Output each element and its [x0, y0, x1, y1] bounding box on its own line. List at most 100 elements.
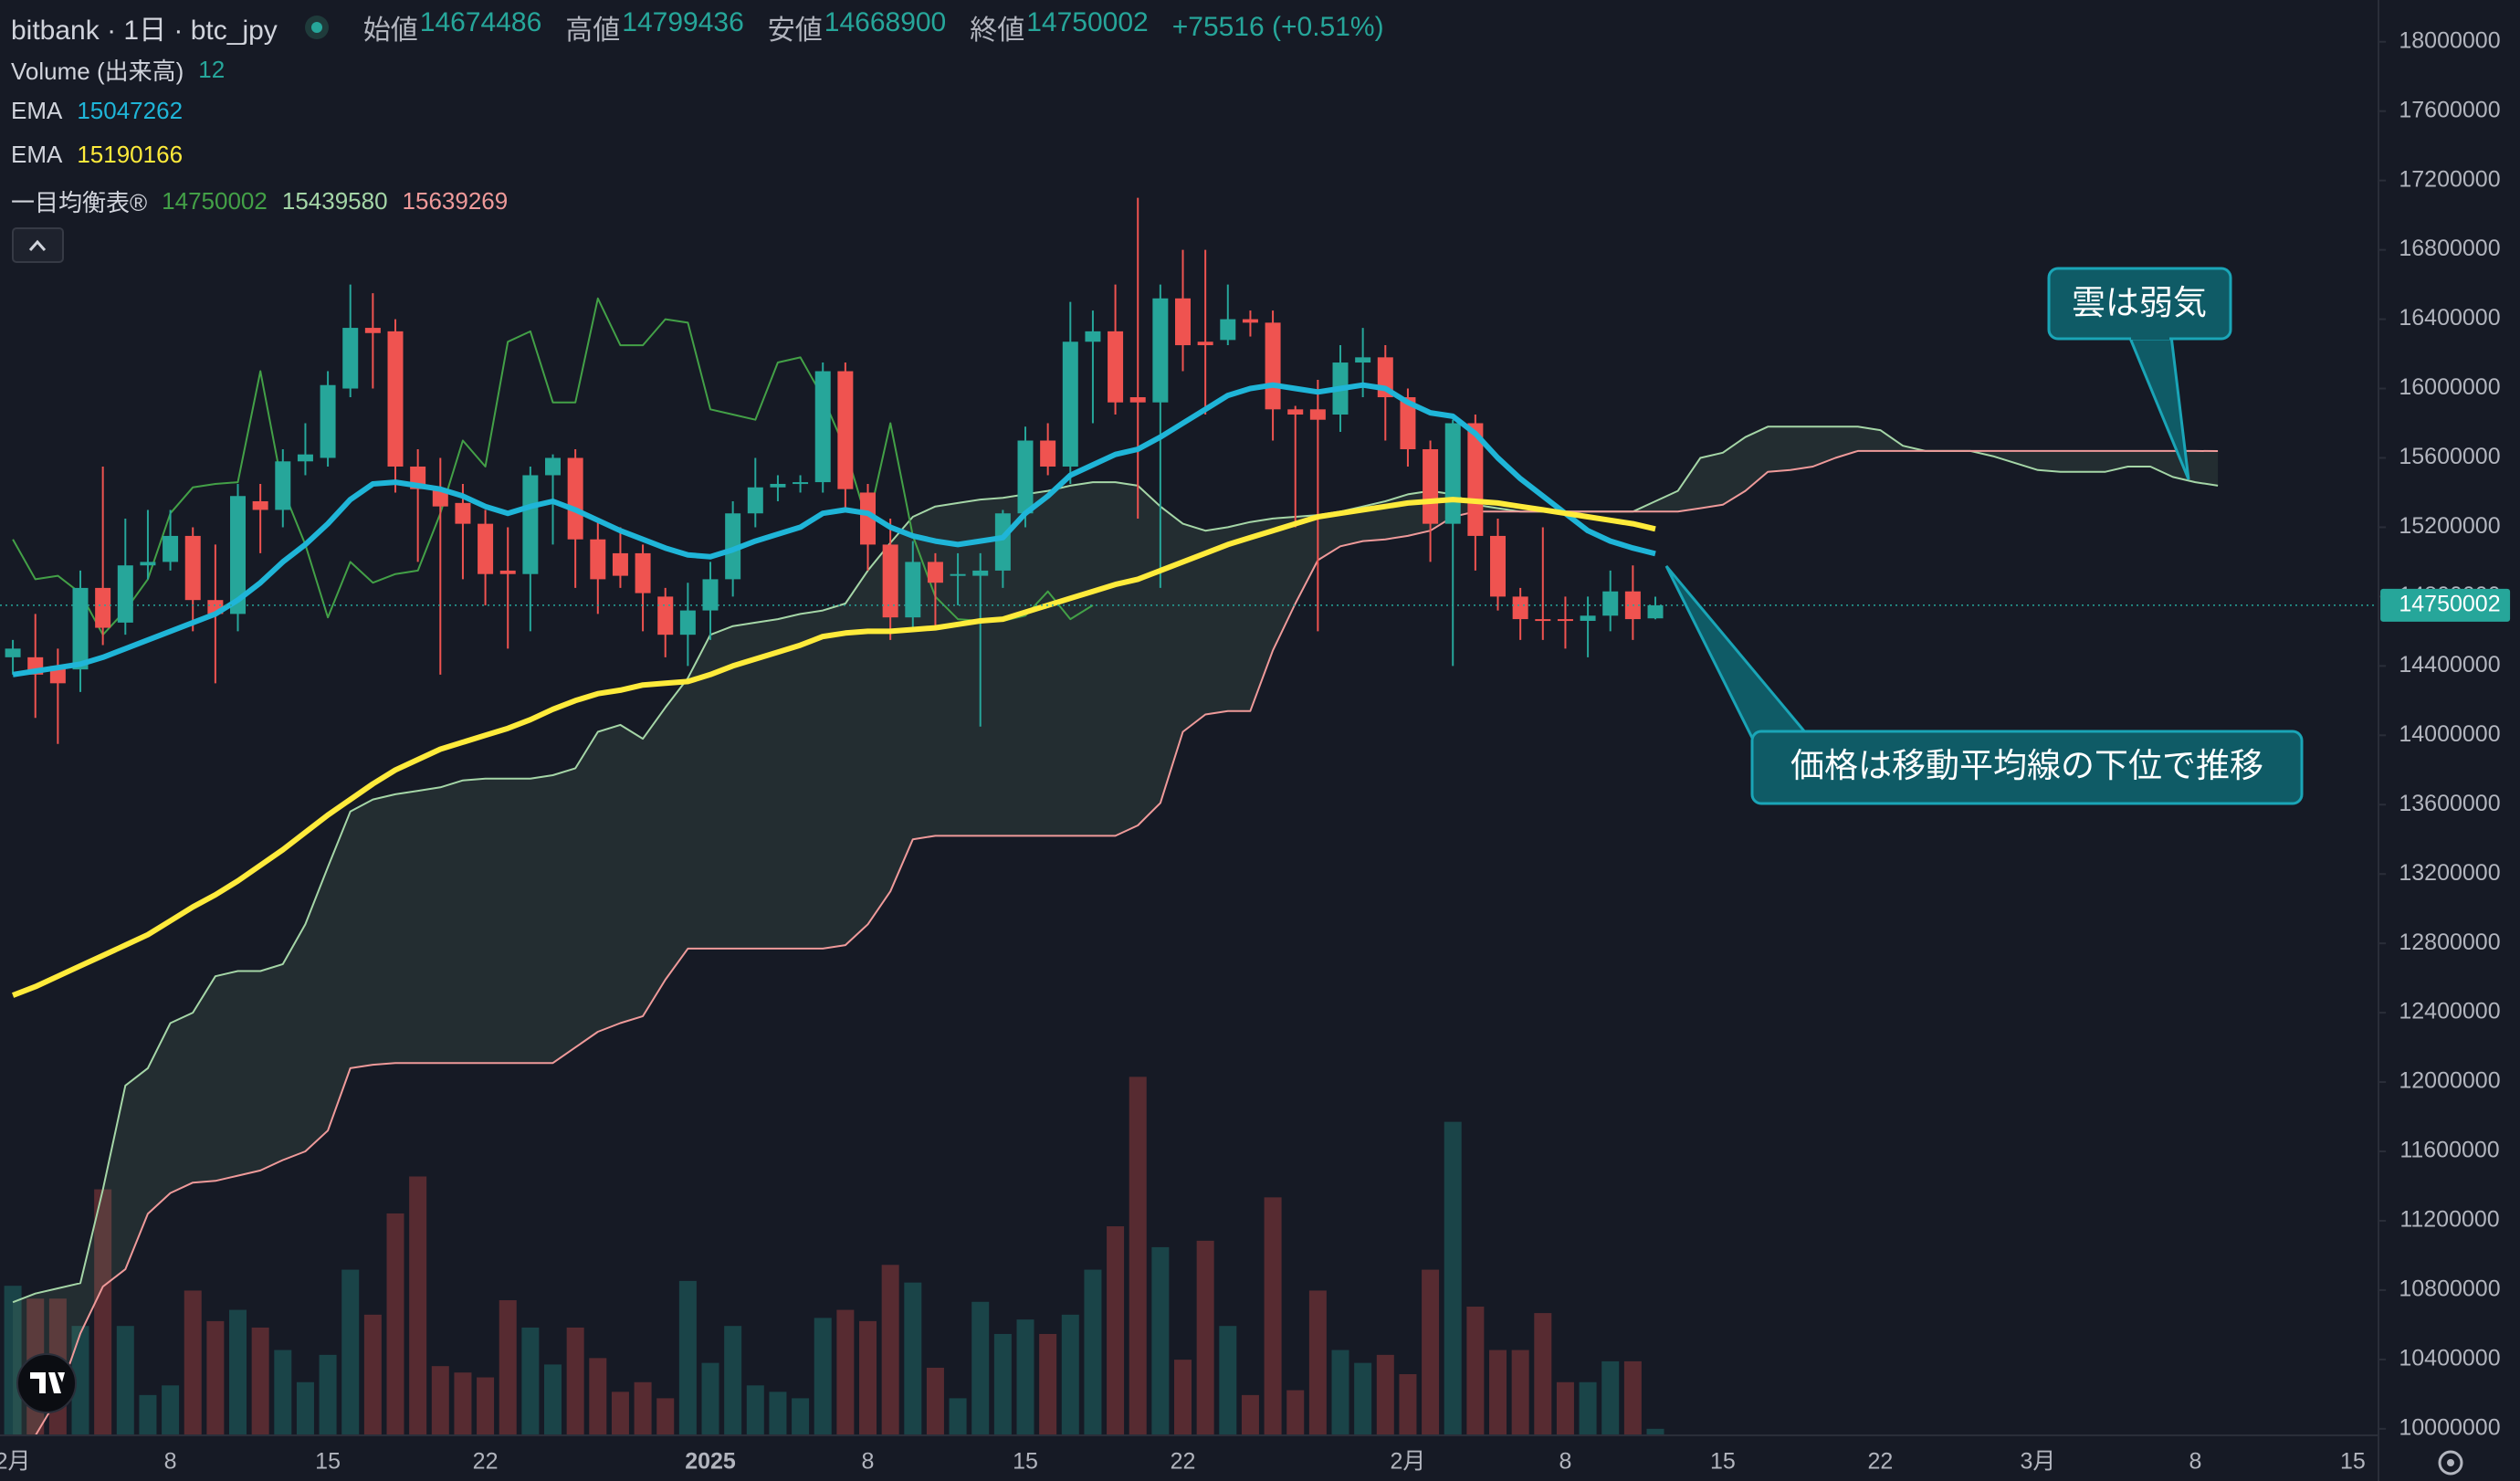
x-tick-label: 2025: [685, 1449, 736, 1475]
x-tick-label: 8: [862, 1449, 875, 1475]
candle-body: [1017, 440, 1034, 514]
ohlc-label: 安値: [767, 16, 823, 46]
candle-body: [275, 461, 291, 510]
ichimoku-legend: 一目均衡表® 14750002 15439580 15639269: [11, 184, 508, 218]
volume-bar: [792, 1398, 810, 1435]
ema-legend: EMA 15047262: [11, 97, 183, 125]
candle-body: [230, 496, 247, 614]
candle-body: [1647, 604, 1664, 619]
volume-bar: [4, 1286, 22, 1435]
volume-bar: [701, 1362, 719, 1435]
candle-body: [1175, 298, 1192, 346]
volume-bar: [1241, 1394, 1259, 1435]
candle-body: [1467, 423, 1484, 536]
settings-center: [2447, 1459, 2454, 1466]
ohlc-label: 高値: [565, 16, 621, 46]
y-tick-label: 14000000: [2399, 721, 2500, 747]
volume-legend: Volume (出来高) 12: [11, 53, 225, 87]
y-tick-label: 10400000: [2399, 1345, 2500, 1371]
volume-bar: [521, 1327, 540, 1435]
candle-body: [1265, 322, 1281, 410]
y-tick-label: 15600000: [2399, 444, 2500, 469]
ohlc-label: 始値: [362, 16, 418, 46]
y-tick-label: 16000000: [2399, 374, 2500, 400]
ohlc-high: 高値 14799436: [565, 7, 743, 47]
candle-body: [432, 488, 448, 507]
volume-bar: [949, 1398, 967, 1435]
volume-bar: [1444, 1121, 1462, 1435]
volume-bar: [1331, 1350, 1349, 1435]
last-price-label: 14750002: [2399, 591, 2500, 616]
settings-gear[interactable]: [2438, 1450, 2463, 1476]
logo-circle[interactable]: [16, 1353, 77, 1413]
volume-bar: [1556, 1381, 1574, 1435]
volume-bar: [971, 1301, 990, 1435]
volume-label: Volume (出来高): [11, 58, 184, 85]
candle-body: [342, 328, 359, 389]
ohlc-value: 14674486: [419, 7, 542, 37]
x-tick-label: 22: [1868, 1449, 1894, 1475]
candle-body: [117, 565, 133, 623]
candle-body: [679, 610, 696, 635]
y-tick-label: 11600000: [2399, 1138, 2499, 1163]
x-tick-label: 8: [164, 1449, 177, 1475]
x-tick-label: 8: [2189, 1449, 2201, 1475]
y-tick-label: 13200000: [2399, 860, 2500, 886]
volume-bar: [634, 1381, 652, 1435]
volume-bar: [251, 1327, 269, 1435]
candle-body: [1309, 409, 1326, 420]
volume-bar: [1061, 1314, 1079, 1435]
ohlc-open: 始値 14674486: [363, 7, 541, 47]
ema-name: EMA: [11, 141, 63, 168]
volume-bar: [1129, 1077, 1147, 1435]
volume-bar: [1601, 1360, 1620, 1435]
volume-bar: [162, 1385, 180, 1435]
volume-bar: [1174, 1360, 1192, 1435]
volume-bar: [94, 1189, 112, 1435]
candle-body: [747, 487, 763, 514]
settings-icon[interactable]: [2438, 1450, 2463, 1476]
candle-body: [927, 562, 943, 583]
volume-bar: [881, 1265, 899, 1435]
candle-body: [770, 483, 786, 488]
ema-value: 15190166: [77, 141, 184, 168]
candle-body: [1580, 615, 1596, 621]
annotation-text: 雲は弱気: [2072, 284, 2207, 321]
collapse-button-box[interactable]: [12, 227, 64, 263]
ema-legend: EMA 15190166: [11, 141, 183, 169]
candle-body: [387, 331, 404, 467]
volume-bar: [724, 1326, 742, 1435]
x-tick-label: 3月: [2020, 1449, 2055, 1475]
status-dot: [304, 16, 329, 39]
annotation: 価格は移動平均線の下位で推移: [1664, 565, 2304, 805]
volume-bar: [1286, 1390, 1305, 1435]
candle-body: [1490, 535, 1507, 597]
volume-bar: [1534, 1313, 1552, 1435]
volume-bar: [1422, 1269, 1440, 1435]
volume-bar: [1376, 1354, 1394, 1435]
volume-bar: [477, 1377, 495, 1435]
volume-bar: [319, 1354, 337, 1435]
x-tick-label: 15: [1013, 1449, 1038, 1475]
volume-bar: [926, 1367, 944, 1435]
logo-mark: [30, 1372, 65, 1393]
ohlc-value: 14799436: [622, 7, 744, 37]
candle-body: [1535, 619, 1551, 622]
volume-bar: [589, 1358, 607, 1435]
y-tick-label: 18000000: [2399, 27, 2500, 53]
logo[interactable]: [16, 1353, 77, 1413]
header-legend: bitbank · 1日 · btc_jpy 始値 14674486 高値 1479…: [11, 7, 1384, 47]
candle-body: [1220, 319, 1236, 341]
candle-body: [612, 552, 628, 576]
annotation-box: [1750, 730, 2304, 805]
volume-bar: [1264, 1197, 1282, 1435]
volume-bar: [1039, 1333, 1057, 1435]
plot-area: [0, 197, 2378, 1435]
collapse-button[interactable]: [12, 227, 64, 263]
candle-body: [455, 502, 471, 524]
candle-body: [1062, 341, 1078, 467]
annotation-text: 価格は移動平均線の下位で推移: [1790, 747, 2263, 784]
volume-bar: [431, 1366, 449, 1435]
x-tick-label: 2月: [0, 1449, 31, 1475]
